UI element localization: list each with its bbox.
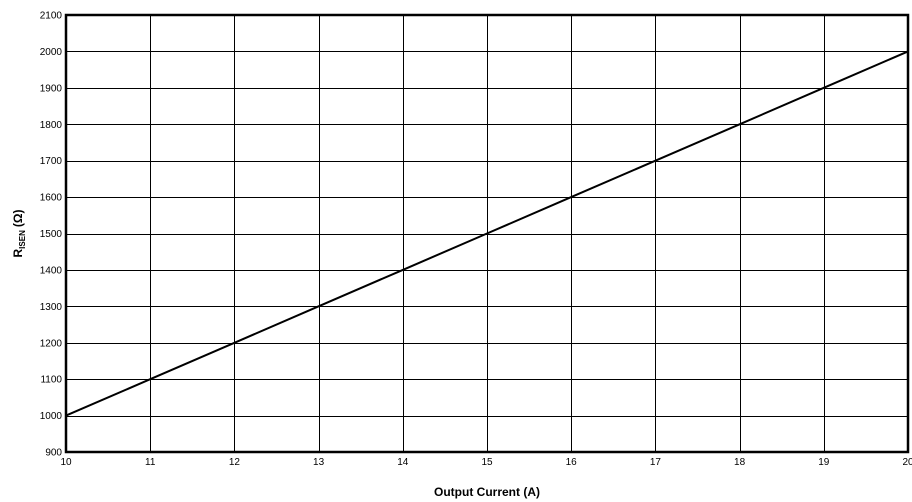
y-axis-title-sub: ISEN xyxy=(18,230,27,249)
y-tick-label: 1200 xyxy=(40,338,63,349)
y-tick-label: 1600 xyxy=(40,193,63,204)
y-tick-label: 1700 xyxy=(40,156,63,167)
y-tick-label: 900 xyxy=(45,448,62,459)
x-tick-label: 17 xyxy=(650,457,662,468)
x-tick-label: 18 xyxy=(734,457,746,468)
x-tick-label: 11 xyxy=(145,457,156,468)
y-tick-label: 2000 xyxy=(40,47,63,58)
y-tick-label: 1900 xyxy=(40,83,63,94)
x-tick-label: 13 xyxy=(313,457,325,468)
x-tick-label: 19 xyxy=(818,457,830,468)
y-axis-title: RISEN (Ω) xyxy=(11,210,27,258)
y-tick-labels: 900 1000 1100 1200 1300 1400 1500 1600 1700 1800 1… xyxy=(40,11,63,459)
x-tick-label: 20 xyxy=(902,457,912,468)
y-tick-label: 2100 xyxy=(40,11,63,22)
y-axis-title-unit: (Ω) xyxy=(11,210,25,228)
y-axis-title-main: R xyxy=(11,248,25,257)
x-tick-label: 14 xyxy=(397,457,409,468)
series-layer xyxy=(65,50,909,417)
x-tick-label: 12 xyxy=(229,457,241,468)
x-axis-title: Output Current (A) xyxy=(434,485,540,499)
series-line xyxy=(65,50,909,417)
x-tick-label: 15 xyxy=(481,457,493,468)
y-tick-label: 1300 xyxy=(40,302,63,313)
plot-frame xyxy=(64,13,910,454)
x-tick-labels: 10 11 12 13 14 15 16 17 18 19 20 xyxy=(60,457,912,468)
x-tick-label: 10 xyxy=(60,457,72,468)
y-tick-label: 1000 xyxy=(40,411,63,422)
y-tick-label: 1500 xyxy=(40,229,63,240)
x-tick-label: 16 xyxy=(566,457,578,468)
y-tick-label: 1800 xyxy=(40,120,63,131)
y-tick-label: 1100 xyxy=(40,375,62,386)
y-tick-label: 1400 xyxy=(40,265,63,276)
